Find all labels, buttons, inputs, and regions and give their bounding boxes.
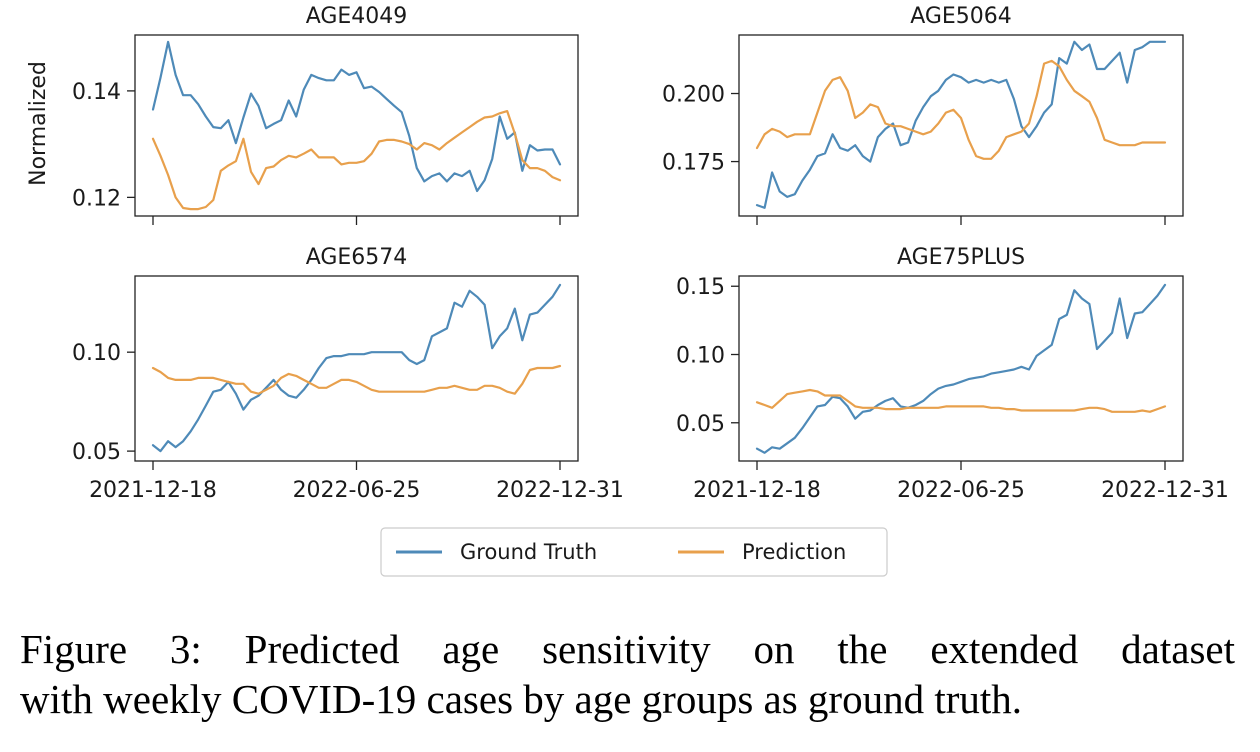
panel-age6574: AGE6574 0.05 0.10 2021-12-18 2022-06-25 2022-… bbox=[72, 245, 624, 503]
panel-title-age6574: AGE6574 bbox=[306, 245, 408, 270]
y-tick-label-age5064-0: 0.175 bbox=[662, 151, 725, 176]
caption-line-2: with weekly COVID-19 cases by age groups… bbox=[20, 676, 1023, 722]
series-line-prediction-age5064 bbox=[755, 59, 1167, 160]
y-tick-label-age4049-1: 0.14 bbox=[72, 80, 121, 105]
x-tick-label-age6574-1: 2022-06-25 bbox=[293, 478, 421, 503]
figure-caption: Figure 3: Predicted age sensitivity on t… bbox=[20, 624, 1235, 724]
x-tick-label-age75plus-0: 2021-12-18 bbox=[693, 478, 821, 503]
y-tick-label-age75plus-2: 0.15 bbox=[676, 275, 725, 300]
series-line-ground-truth-age5064 bbox=[755, 40, 1167, 209]
legend-label-prediction: Prediction bbox=[742, 540, 846, 564]
y-tick-label-age4049-0: 0.12 bbox=[72, 186, 121, 211]
plot-frame-age75plus bbox=[738, 275, 1184, 462]
x-tick-label-age6574-2: 2022-12-31 bbox=[496, 478, 624, 503]
panel-title-age5064: AGE5064 bbox=[910, 4, 1012, 29]
figure-chart-grid: AGE4049 0.12 0.14 Normalized AGE5064 0.175 0.2… bbox=[26, 4, 1229, 577]
x-tick-label-age75plus-2: 2022-12-31 bbox=[1101, 478, 1229, 503]
panel-age5064: AGE5064 0.175 0.200 bbox=[662, 4, 1184, 225]
y-tick-label-age6574-1: 0.10 bbox=[72, 341, 121, 366]
caption-line-1: Figure 3: Predicted age sensitivity on t… bbox=[20, 626, 1235, 672]
y-axis-label-age4049: Normalized bbox=[26, 61, 51, 186]
series-line-ground-truth-age6574 bbox=[151, 283, 562, 453]
series-line-prediction-age4049 bbox=[151, 109, 562, 211]
y-tick-label-age75plus-0: 0.05 bbox=[676, 412, 725, 437]
plot-frame-age6574 bbox=[134, 275, 579, 462]
legend-frame bbox=[380, 527, 888, 577]
plot-frame-age5064 bbox=[738, 34, 1184, 217]
x-tick-label-age75plus-1: 2022-06-25 bbox=[897, 478, 1025, 503]
panel-title-age75plus: AGE75PLUS bbox=[897, 245, 1025, 270]
series-line-prediction-age6574 bbox=[151, 364, 562, 395]
legend-label-ground-truth: Ground Truth bbox=[460, 540, 597, 564]
series-line-prediction-age75plus bbox=[755, 388, 1167, 413]
y-tick-label-age75plus-1: 0.10 bbox=[676, 344, 725, 369]
x-tick-label-age6574-0: 2021-12-18 bbox=[89, 478, 217, 503]
panels-group: AGE4049 0.12 0.14 Normalized AGE5064 0.175 0.2… bbox=[26, 4, 1229, 503]
legend: Ground Truth Prediction bbox=[380, 527, 888, 577]
series-line-ground-truth-age4049 bbox=[151, 40, 562, 193]
panel-age75plus: AGE75PLUS 0.05 0.10 0.15 2021-12-18 2022-06-2… bbox=[676, 245, 1229, 503]
y-tick-label-age6574-0: 0.05 bbox=[72, 440, 121, 465]
series-line-ground-truth-age75plus bbox=[755, 283, 1167, 454]
panel-age4049: AGE4049 0.12 0.14 Normalized bbox=[26, 4, 579, 225]
y-tick-label-age5064-1: 0.200 bbox=[662, 83, 725, 108]
panel-title-age4049: AGE4049 bbox=[306, 4, 408, 29]
